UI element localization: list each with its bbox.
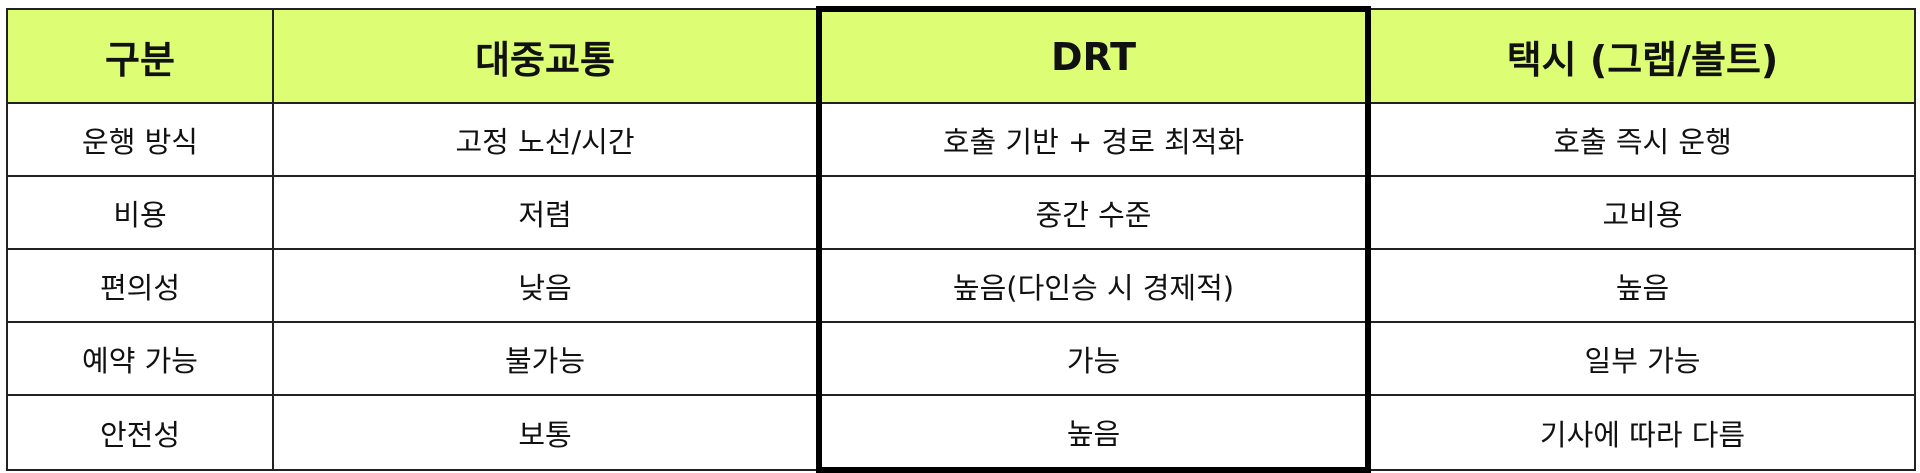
taxi-cell: 호출 즉시 운행 <box>1367 102 1916 177</box>
table-row: 비용 저렴 중간 수준 고비용 <box>6 175 1916 250</box>
drt-cell: 높음(다인승 시 경제적) <box>816 248 1371 323</box>
public-transit-cell: 불가능 <box>272 321 820 396</box>
header-category: 구분 <box>6 8 274 104</box>
taxi-cell: 높음 <box>1367 248 1916 323</box>
public-transit-cell: 저렴 <box>272 175 820 250</box>
header-public-transit: 대중교통 <box>272 8 820 104</box>
row-label: 안전성 <box>6 394 274 471</box>
drt-cell: 중간 수준 <box>816 175 1371 250</box>
table-row: 안전성 보통 높음 기사에 따라 다름 <box>6 394 1916 473</box>
drt-cell: 가능 <box>816 321 1371 396</box>
drt-cell: 높음 <box>816 394 1371 473</box>
header-drt: DRT <box>816 6 1371 104</box>
taxi-cell: 기사에 따라 다름 <box>1367 394 1916 471</box>
public-transit-cell: 고정 노선/시간 <box>272 102 820 177</box>
taxi-cell: 고비용 <box>1367 175 1916 250</box>
table-row: 편의성 낮음 높음(다인승 시 경제적) 높음 <box>6 248 1916 323</box>
header-row: 구분 대중교통 DRT 택시 (그랩/볼트) <box>6 6 1916 104</box>
public-transit-cell: 보통 <box>272 394 820 471</box>
row-label: 예약 가능 <box>6 321 274 396</box>
row-label: 비용 <box>6 175 274 250</box>
public-transit-cell: 낮음 <box>272 248 820 323</box>
row-label: 편의성 <box>6 248 274 323</box>
row-label: 운행 방식 <box>6 102 274 177</box>
drt-cell: 호출 기반 + 경로 최적화 <box>816 102 1371 177</box>
comparison-table: 구분 대중교통 DRT 택시 (그랩/볼트) 운행 방식 고정 노선/시간 호출 기… <box>6 6 1916 473</box>
header-taxi: 택시 (그랩/볼트) <box>1367 8 1916 104</box>
taxi-cell: 일부 가능 <box>1367 321 1916 396</box>
table-row: 운행 방식 고정 노선/시간 호출 기반 + 경로 최적화 호출 즉시 운행 <box>6 102 1916 177</box>
table-row: 예약 가능 불가능 가능 일부 가능 <box>6 321 1916 396</box>
